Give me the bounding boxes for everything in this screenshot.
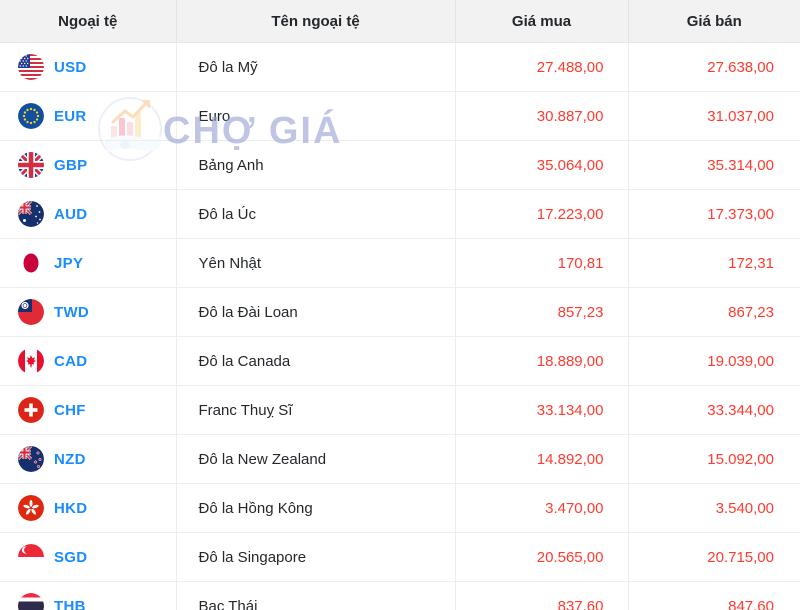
flag-jp-icon: [18, 250, 44, 276]
column-header-buy-price[interactable]: Giá mua: [455, 0, 629, 43]
sell-price-cell: 31.037,00: [628, 91, 800, 141]
flag-us-icon: [18, 54, 44, 80]
currency-code-cell: EUR: [0, 91, 177, 141]
table-row[interactable]: USD Đô la Mỹ 27.488,00 27.638,00: [0, 42, 800, 92]
buy-price-cell: 837,60: [455, 581, 629, 610]
buy-price-cell: 3.470,00: [455, 483, 629, 533]
currency-code-cell: NZD: [0, 434, 177, 484]
buy-price-cell: 20.565,00: [455, 532, 629, 582]
currency-code-label: EUR: [54, 107, 87, 125]
currency-code-label: AUD: [54, 205, 88, 223]
buy-price-cell: 14.892,00: [455, 434, 629, 484]
table-row[interactable]: TWD Đô la Đài Loan 857,23 867,23: [0, 287, 800, 337]
column-header-currency-name[interactable]: Tên ngoại tệ: [176, 0, 456, 43]
flag-hk-icon: [18, 495, 44, 521]
flag-au-icon: [18, 201, 44, 227]
flag-th-icon: [18, 593, 44, 610]
currency-code-label: CHF: [54, 401, 86, 419]
currency-name-cell: Đô la Singapore: [176, 532, 456, 582]
sell-price-cell: 33.344,00: [628, 385, 800, 435]
table-row[interactable]: SGD Đô la Singapore 20.565,00 20.715,00: [0, 532, 800, 582]
sell-price-cell: 19.039,00: [628, 336, 800, 386]
currency-code-cell: CAD: [0, 336, 177, 386]
flag-gb-icon: [18, 152, 44, 178]
buy-price-cell: 170,81: [455, 238, 629, 288]
currency-code-label: HKD: [54, 499, 88, 517]
currency-code-cell: JPY: [0, 238, 177, 288]
sell-price-cell: 17.373,00: [628, 189, 800, 239]
currency-code-cell: THB: [0, 581, 177, 610]
currency-code-label: SGD: [54, 548, 88, 566]
currency-code-cell: GBP: [0, 140, 177, 190]
currency-name-cell: Bạc Thái: [176, 581, 456, 610]
currency-code-label: NZD: [54, 450, 86, 468]
buy-price-cell: 35.064,00: [455, 140, 629, 190]
table-row[interactable]: GBP Bảng Anh 35.064,00 35.314,00: [0, 140, 800, 190]
buy-price-cell: 27.488,00: [455, 42, 629, 92]
flag-sg-icon: [18, 544, 44, 570]
sell-price-cell: 20.715,00: [628, 532, 800, 582]
flag-eu-icon: [18, 103, 44, 129]
sell-price-cell: 867,23: [628, 287, 800, 337]
sell-price-cell: 27.638,00: [628, 42, 800, 92]
table-row[interactable]: AUD Đô la Úc 17.223,00 17.373,00: [0, 189, 800, 239]
buy-price-cell: 30.887,00: [455, 91, 629, 141]
currency-name-cell: Đô la Úc: [176, 189, 456, 239]
table-row[interactable]: HKD Đô la Hồng Kông 3.470,00 3.540,00: [0, 483, 800, 533]
currency-name-cell: Bảng Anh: [176, 140, 456, 190]
currency-code-label: CAD: [54, 352, 88, 370]
currency-code-label: JPY: [54, 254, 84, 272]
currency-name-cell: Đô la Canada: [176, 336, 456, 386]
currency-code-label: TWD: [54, 303, 90, 321]
buy-price-cell: 17.223,00: [455, 189, 629, 239]
sell-price-cell: 15.092,00: [628, 434, 800, 484]
sell-price-cell: 172,31: [628, 238, 800, 288]
table-row[interactable]: EUR Euro 30.887,00 31.037,00: [0, 91, 800, 141]
table-row[interactable]: JPY Yên Nhật 170,81 172,31: [0, 238, 800, 288]
currency-code-cell: USD: [0, 42, 177, 92]
currency-code-cell: SGD: [0, 532, 177, 582]
currency-name-cell: Đô la Hồng Kông: [176, 483, 456, 533]
table-header-row: Ngoại tệ Tên ngoại tệ Giá mua Giá bán: [0, 0, 800, 43]
currency-code-cell: HKD: [0, 483, 177, 533]
table-row[interactable]: CAD Đô la Canada 18.889,00 19.039,00: [0, 336, 800, 386]
sell-price-cell: 3.540,00: [628, 483, 800, 533]
buy-price-cell: 857,23: [455, 287, 629, 337]
flag-ch-icon: [18, 397, 44, 423]
currency-name-cell: Đô la New Zealand: [176, 434, 456, 484]
column-header-sell-price[interactable]: Giá bán: [628, 0, 800, 43]
currency-name-cell: Đô la Đài Loan: [176, 287, 456, 337]
currency-name-cell: Đô la Mỹ: [176, 42, 456, 92]
buy-price-cell: 18.889,00: [455, 336, 629, 386]
table-body: USD Đô la Mỹ 27.488,00 27.638,00 EUR Euro 30.…: [0, 42, 800, 610]
table-row[interactable]: CHF Franc Thuỵ Sĩ 33.134,00 33.344,00: [0, 385, 800, 435]
currency-code-label: USD: [54, 58, 87, 76]
flag-nz-icon: [18, 446, 44, 472]
currency-code-label: THB: [54, 597, 86, 610]
column-header-currency[interactable]: Ngoại tệ: [0, 0, 177, 43]
currency-code-cell: TWD: [0, 287, 177, 337]
flag-ca-icon: [18, 348, 44, 374]
currency-code-label: GBP: [54, 156, 88, 174]
currency-name-cell: Euro: [176, 91, 456, 141]
currency-name-cell: Franc Thuỵ Sĩ: [176, 385, 456, 435]
buy-price-cell: 33.134,00: [455, 385, 629, 435]
sell-price-cell: 35.314,00: [628, 140, 800, 190]
currency-code-cell: AUD: [0, 189, 177, 239]
currency-code-cell: CHF: [0, 385, 177, 435]
sell-price-cell: 847,60: [628, 581, 800, 610]
table-row[interactable]: NZD Đô la New Zealand 14.892,00 15.092,00: [0, 434, 800, 484]
table-row[interactable]: THB Bạc Thái 837,60 847,60: [0, 581, 800, 610]
flag-tw-icon: [18, 299, 44, 325]
currency-name-cell: Yên Nhật: [176, 238, 456, 288]
